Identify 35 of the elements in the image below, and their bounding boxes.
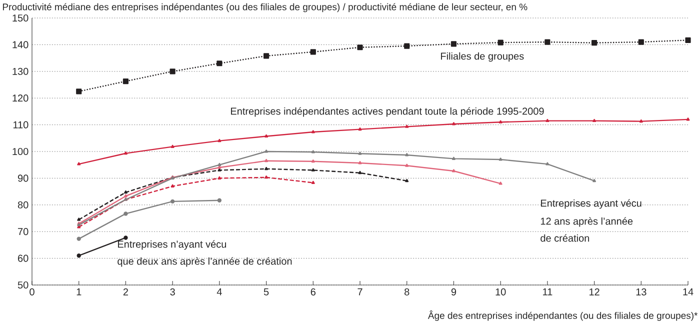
annotation: Entreprises n’ayant vécu	[118, 240, 226, 250]
x-tick-label: 4	[216, 288, 222, 296]
y-tick-label: 130	[12, 68, 28, 75]
x-tick-label: 11	[543, 288, 552, 296]
y-tick-label: 70	[18, 228, 28, 236]
x-tick-label: 12	[590, 288, 600, 296]
y-tick-label: 50	[18, 281, 28, 289]
y-tick-label: 90	[18, 174, 28, 182]
x-tick-label: 9	[451, 288, 456, 296]
annotation: Entreprises ayant vécu	[541, 199, 642, 209]
x-axis-title: Âge des entreprises indépendantes (ou des filiales de groupes)*	[428, 310, 698, 321]
x-tick-label: 6	[310, 288, 316, 296]
x-tick-label: 8	[404, 288, 410, 296]
y-tick-label: 80	[18, 201, 28, 208]
annotation: Entreprises indépendantes actives pendant toute la période 1995-2009	[231, 107, 544, 117]
x-tick-label: 7	[358, 288, 362, 296]
x-tick-label: 1	[76, 288, 82, 296]
x-tick-label: 14	[683, 288, 694, 296]
x-tick-label: 13	[636, 288, 646, 296]
x-tick-label: 3	[170, 288, 175, 296]
x-tick-label: 2	[123, 288, 128, 296]
annotation: Filiales de groupes	[441, 52, 524, 62]
x-tick-label: 5	[264, 288, 269, 296]
y-axis-title: Productivité médiane des entreprises indépendantes (ou des filiales de groupes) / productivité médiane de leur secteur, en %	[2, 3, 528, 12]
y-tick-label: 100	[12, 148, 28, 156]
annotation: de création	[540, 234, 590, 242]
y-tick-label: 120	[12, 94, 28, 102]
x-tick-label: 0	[30, 288, 34, 296]
annotation: 12 ans après l’année	[540, 217, 633, 227]
y-tick-label: 140	[12, 41, 28, 48]
y-tick-label: 150	[12, 14, 28, 22]
x-tick-label: 10	[496, 288, 506, 296]
annotation: que deux ans après l’année de création	[118, 257, 292, 267]
y-tick-label: 110	[13, 121, 28, 128]
y-tick-label: 60	[18, 254, 28, 262]
